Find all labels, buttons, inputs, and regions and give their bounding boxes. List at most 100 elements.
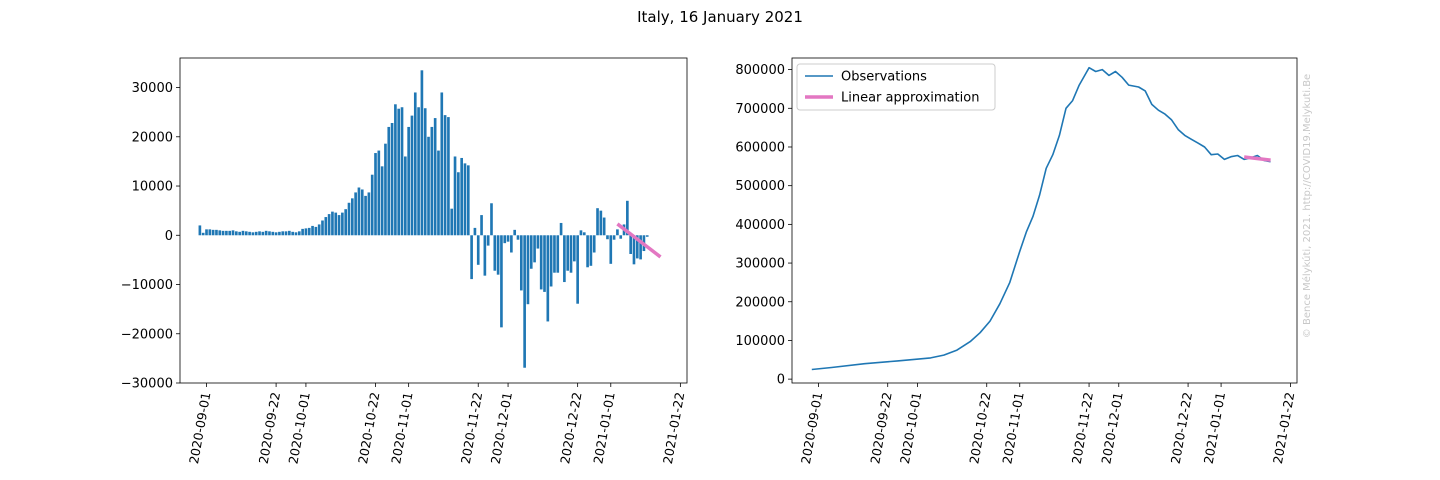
- y-tick-label: −20000: [121, 327, 173, 342]
- y-tick-label: 400000: [735, 218, 785, 233]
- bar: [592, 235, 596, 253]
- bar: [443, 115, 447, 236]
- bar: [606, 235, 609, 240]
- figure-title: Italy, 16 January 2021: [637, 8, 803, 26]
- bar: [301, 228, 304, 236]
- bar: [208, 229, 212, 236]
- legend-box: [796, 63, 996, 111]
- bar: [533, 235, 536, 263]
- bar: [506, 235, 510, 242]
- bar: [288, 230, 291, 236]
- bar: [503, 235, 507, 244]
- bar: [427, 136, 430, 236]
- bar: [573, 235, 576, 262]
- bar: [523, 235, 526, 368]
- x-tick-label: 2020-11-01: [388, 391, 415, 465]
- bar: [360, 189, 364, 236]
- y-tick-label: 10000: [132, 180, 173, 195]
- bar: [404, 156, 407, 236]
- x-tick-label: 2020-09-01: [186, 391, 213, 465]
- bar: [244, 231, 248, 236]
- bar: [450, 208, 454, 236]
- linear-approximation-line: [616, 222, 662, 259]
- bar: [334, 212, 338, 236]
- y-tick-label: 100000: [735, 334, 785, 349]
- bar: [201, 232, 205, 236]
- bar: [483, 235, 487, 276]
- bar: [394, 104, 397, 236]
- bar: [251, 232, 255, 236]
- bar: [556, 235, 560, 273]
- bar: [324, 217, 328, 236]
- bar: [486, 235, 490, 246]
- y-tick-label: −30000: [121, 377, 173, 392]
- x-tick-label: 2021-01-01: [1201, 391, 1228, 465]
- bar: [291, 231, 294, 236]
- bar: [440, 92, 444, 236]
- bar: [271, 231, 275, 236]
- bar: [400, 107, 404, 236]
- bar: [470, 235, 473, 280]
- x-tick-label: 2021-01-22: [660, 391, 687, 465]
- y-tick-label: 700000: [735, 102, 785, 117]
- bar: [258, 231, 261, 236]
- bar: [496, 235, 500, 275]
- y-tick-label: 600000: [735, 140, 785, 155]
- bar: [539, 235, 543, 290]
- legend-label: Linear approximation: [841, 91, 979, 106]
- bar: [218, 230, 222, 236]
- bar: [261, 231, 265, 236]
- bar: [215, 229, 218, 236]
- bar: [384, 143, 387, 236]
- x-tick-label: 2020-09-22: [256, 391, 283, 465]
- x-tick-label: 2020-10-01: [285, 391, 312, 465]
- bar: [205, 229, 208, 236]
- bar: [413, 92, 417, 236]
- bar: [546, 235, 550, 322]
- bar: [566, 235, 570, 271]
- linear-approximation-line: [1243, 155, 1271, 162]
- bar: [576, 235, 579, 304]
- bar: [616, 229, 619, 236]
- bar: [612, 235, 616, 240]
- bar: [278, 231, 281, 236]
- bar: [377, 150, 381, 236]
- axes-frame: [791, 57, 1298, 384]
- bar: [466, 165, 470, 236]
- y-tick-label: 20000: [132, 130, 173, 145]
- x-tick-label: 2021-01-22: [1270, 391, 1297, 465]
- bar: [599, 210, 603, 236]
- x-tick-label: 2020-12-01: [488, 391, 515, 465]
- bar: [274, 232, 278, 236]
- bar: [390, 123, 394, 236]
- bar: [430, 126, 434, 236]
- bar: [347, 202, 351, 236]
- legend-label: Observations: [841, 70, 927, 85]
- bar: [341, 212, 344, 236]
- bar: [417, 107, 420, 236]
- bar: [433, 118, 437, 236]
- bar: [513, 229, 517, 236]
- bar: [284, 231, 288, 236]
- bar: [231, 230, 235, 236]
- bar: [268, 231, 271, 236]
- bar: [264, 230, 268, 236]
- bar: [437, 150, 440, 236]
- bar: [304, 228, 308, 236]
- bar: [559, 222, 563, 236]
- observations-line-chart: 2020-09-01 2020-09-22 2020-10-01 2020-10-22…: [735, 57, 1298, 465]
- bar: [407, 126, 410, 236]
- x-tick-label: 2020-12-22: [1168, 391, 1195, 465]
- bar: [463, 163, 467, 236]
- bar: [635, 235, 639, 259]
- bar: [367, 192, 371, 236]
- bar: [582, 232, 586, 236]
- watermark: © Bence Mélykúti, 2021. http://COVID19.M…: [1301, 74, 1313, 338]
- y-tick-label: −10000: [121, 278, 173, 293]
- bar: [563, 235, 566, 283]
- bar: [331, 211, 334, 236]
- bar: [602, 217, 606, 236]
- y-tick-label: 300000: [735, 257, 785, 272]
- bar: [254, 231, 258, 236]
